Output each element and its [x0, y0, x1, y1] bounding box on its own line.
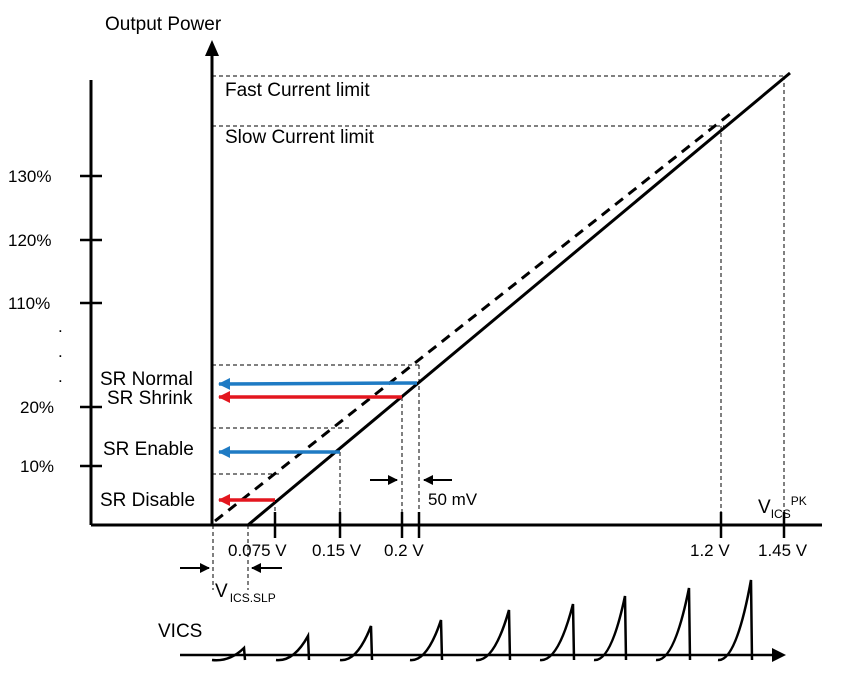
vics-pk-label: VICSPK — [758, 494, 807, 521]
x-tick-label-12: 1.2 V — [690, 541, 730, 560]
left-scale-ticks — [80, 174, 102, 468]
fast-current-limit-label: Fast Current limit — [225, 80, 370, 101]
waveform-pulse-4 — [409, 619, 444, 662]
vics-slp-main: V — [215, 581, 228, 602]
ellipsis-dot-2: . — [58, 342, 63, 361]
sr-normal-label: SR Normal — [100, 369, 193, 390]
vics-slp-label: V ICS.SLP — [215, 581, 276, 605]
vics-pk-sub: ICS — [771, 507, 791, 521]
waveform-pulse-1 — [211, 645, 247, 662]
chart-title: Output Power — [105, 14, 222, 35]
waveform-pulse-2 — [275, 631, 311, 662]
x-tick-label-015: 0.15 V — [312, 541, 362, 560]
tick-label-130: 130% — [8, 167, 51, 186]
delta-label: 50 mV — [428, 490, 478, 509]
waveform-pulse-5 — [475, 609, 512, 662]
sr-disable-label: SR Disable — [100, 490, 195, 511]
waveform-pulse-9 — [717, 579, 754, 662]
tick-label-120: 120% — [8, 231, 51, 250]
fast-limit-curve-dashed — [214, 108, 736, 523]
waveform-pulse-8 — [655, 587, 692, 662]
waveform-pulse-7 — [593, 595, 628, 662]
waveform-pulse-3 — [339, 625, 374, 662]
x-tick-label-02: 0.2 V — [384, 541, 424, 560]
x-axis-ticks — [273, 512, 786, 538]
tick-label-20: 20% — [20, 398, 54, 417]
y-axis-arrowhead — [205, 40, 219, 56]
slow-current-limit-label: Slow Current limit — [225, 127, 375, 148]
waveform-label: VICS — [158, 621, 202, 642]
vics-slp-sub: ICS.SLP — [230, 591, 276, 605]
ellipsis-dot-1: . — [58, 317, 63, 336]
slow-limit-curve — [247, 71, 791, 527]
guide-lines — [212, 75, 787, 590]
tick-label-10: 10% — [20, 457, 54, 476]
waveform-pulse-6 — [539, 603, 576, 662]
sr-normal-arrow — [218, 377, 418, 390]
tick-label-110: 110% — [8, 294, 50, 313]
vics-pk-main: V — [758, 497, 771, 518]
sr-enable-label: SR Enable — [103, 439, 194, 460]
ellipsis-dot-3: . — [58, 367, 63, 386]
sr-shrink-label: SR Shrink — [107, 388, 193, 409]
x-tick-label-145: 1.45 V — [758, 541, 808, 560]
x-tick-label-075: 0.075 V — [228, 541, 287, 560]
waveform-pulses — [211, 579, 754, 662]
vics-pk-sup: PK — [791, 494, 807, 508]
waveform-axis-arrowhead — [772, 648, 786, 662]
